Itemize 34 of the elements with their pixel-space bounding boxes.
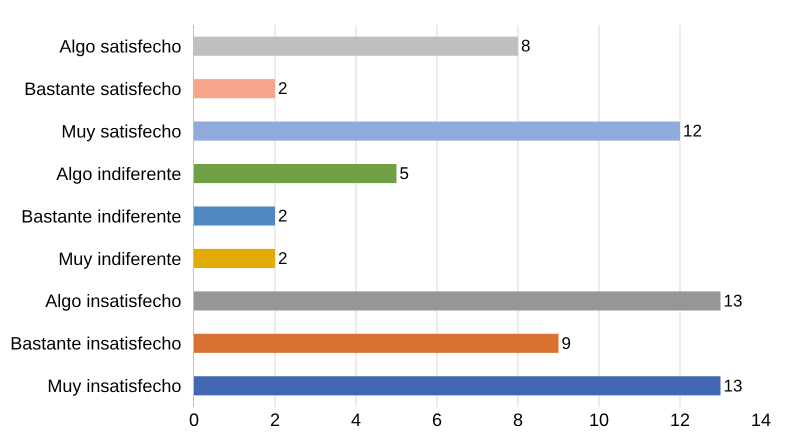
data-label: 5 [400, 164, 409, 184]
y-tick-label: Bastante satisfecho [24, 78, 182, 99]
data-label: 9 [562, 334, 571, 353]
x-tick-label: 4 [350, 410, 362, 430]
x-tick-label: 14 [750, 410, 772, 430]
y-tick-label: Muy satisfecho [61, 121, 182, 142]
bar [194, 79, 275, 98]
y-tick-label: Algo insatisfecho [45, 291, 182, 312]
bar [194, 376, 720, 396]
bar [194, 206, 275, 226]
data-label: 12 [683, 122, 702, 141]
x-tick-label: 12 [670, 410, 690, 430]
y-tick-label: Muy indiferente [58, 248, 182, 269]
bar [194, 164, 396, 184]
data-label: 2 [278, 79, 288, 98]
x-tick-label: 0 [188, 410, 200, 430]
y-tick-label: Algo satisfecho [59, 36, 182, 57]
data-label: 13 [724, 376, 742, 396]
bar [194, 122, 680, 141]
x-tick-label: 6 [432, 410, 442, 430]
y-tick-label: Algo indiferente [56, 164, 182, 184]
data-label: 13 [724, 291, 742, 310]
x-tick-label: 8 [512, 410, 524, 430]
x-tick-label: 10 [588, 410, 610, 430]
data-label: 2 [278, 206, 288, 226]
bar [194, 291, 720, 310]
y-tick-label: Bastante indiferente [21, 206, 182, 226]
data-label: 8 [521, 36, 530, 56]
data-label: 2 [278, 248, 288, 268]
y-tick-label: Muy insatisfecho [47, 376, 182, 396]
bar [194, 248, 275, 268]
x-tick-label: 2 [270, 410, 280, 430]
y-tick-label: Bastante insatisfecho [10, 334, 182, 354]
bar [194, 334, 558, 353]
